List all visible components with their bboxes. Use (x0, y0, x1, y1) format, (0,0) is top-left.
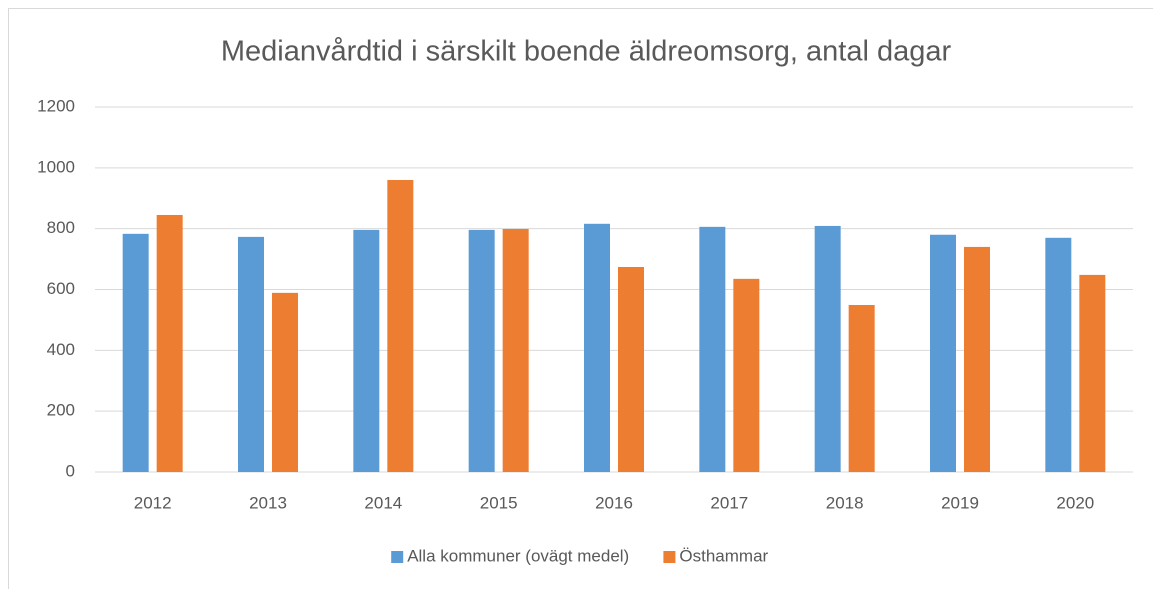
bar (814, 225, 841, 472)
legend-label: Östhammar (679, 546, 768, 565)
x-tick-label: 2017 (710, 493, 748, 512)
bar (468, 229, 495, 472)
bar (733, 278, 760, 472)
bar (387, 180, 414, 472)
bar (618, 266, 644, 472)
y-tick-label: 800 (47, 218, 75, 237)
bar (272, 292, 298, 472)
bar (699, 226, 726, 472)
bar (238, 236, 264, 472)
chart-title: Medianvårdtid i särskilt boende äldreoms… (221, 36, 952, 68)
legend-swatch (391, 551, 404, 563)
bar (122, 233, 149, 472)
y-tick-label: 400 (47, 340, 75, 359)
bar (353, 229, 380, 472)
x-tick-label: 2012 (134, 493, 172, 512)
bar (1079, 274, 1106, 472)
x-tick-label: 2019 (941, 493, 979, 512)
bar (1045, 237, 1072, 472)
x-tick-label: 2013 (249, 493, 287, 512)
bar (156, 214, 183, 472)
x-tick-label: 2015 (480, 493, 518, 512)
bar (964, 246, 990, 472)
chart-border (8, 8, 1153, 589)
y-tick-label: 0 (66, 461, 75, 480)
y-tick-label: 200 (47, 401, 75, 420)
bar (848, 305, 875, 472)
x-tick-label: 2016 (595, 493, 633, 512)
bar (930, 234, 956, 472)
legend-swatch (663, 551, 676, 563)
x-tick-label: 2014 (364, 493, 402, 512)
legend-label: Alla kommuner (ovägt medel) (407, 546, 629, 565)
y-tick-label: 1000 (37, 157, 75, 176)
x-tick-label: 2020 (1056, 493, 1094, 512)
x-tick-label: 2018 (826, 493, 864, 512)
bar (584, 223, 610, 472)
bar (502, 228, 529, 472)
y-tick-label: 1200 (37, 96, 75, 115)
y-tick-label: 600 (47, 279, 75, 298)
